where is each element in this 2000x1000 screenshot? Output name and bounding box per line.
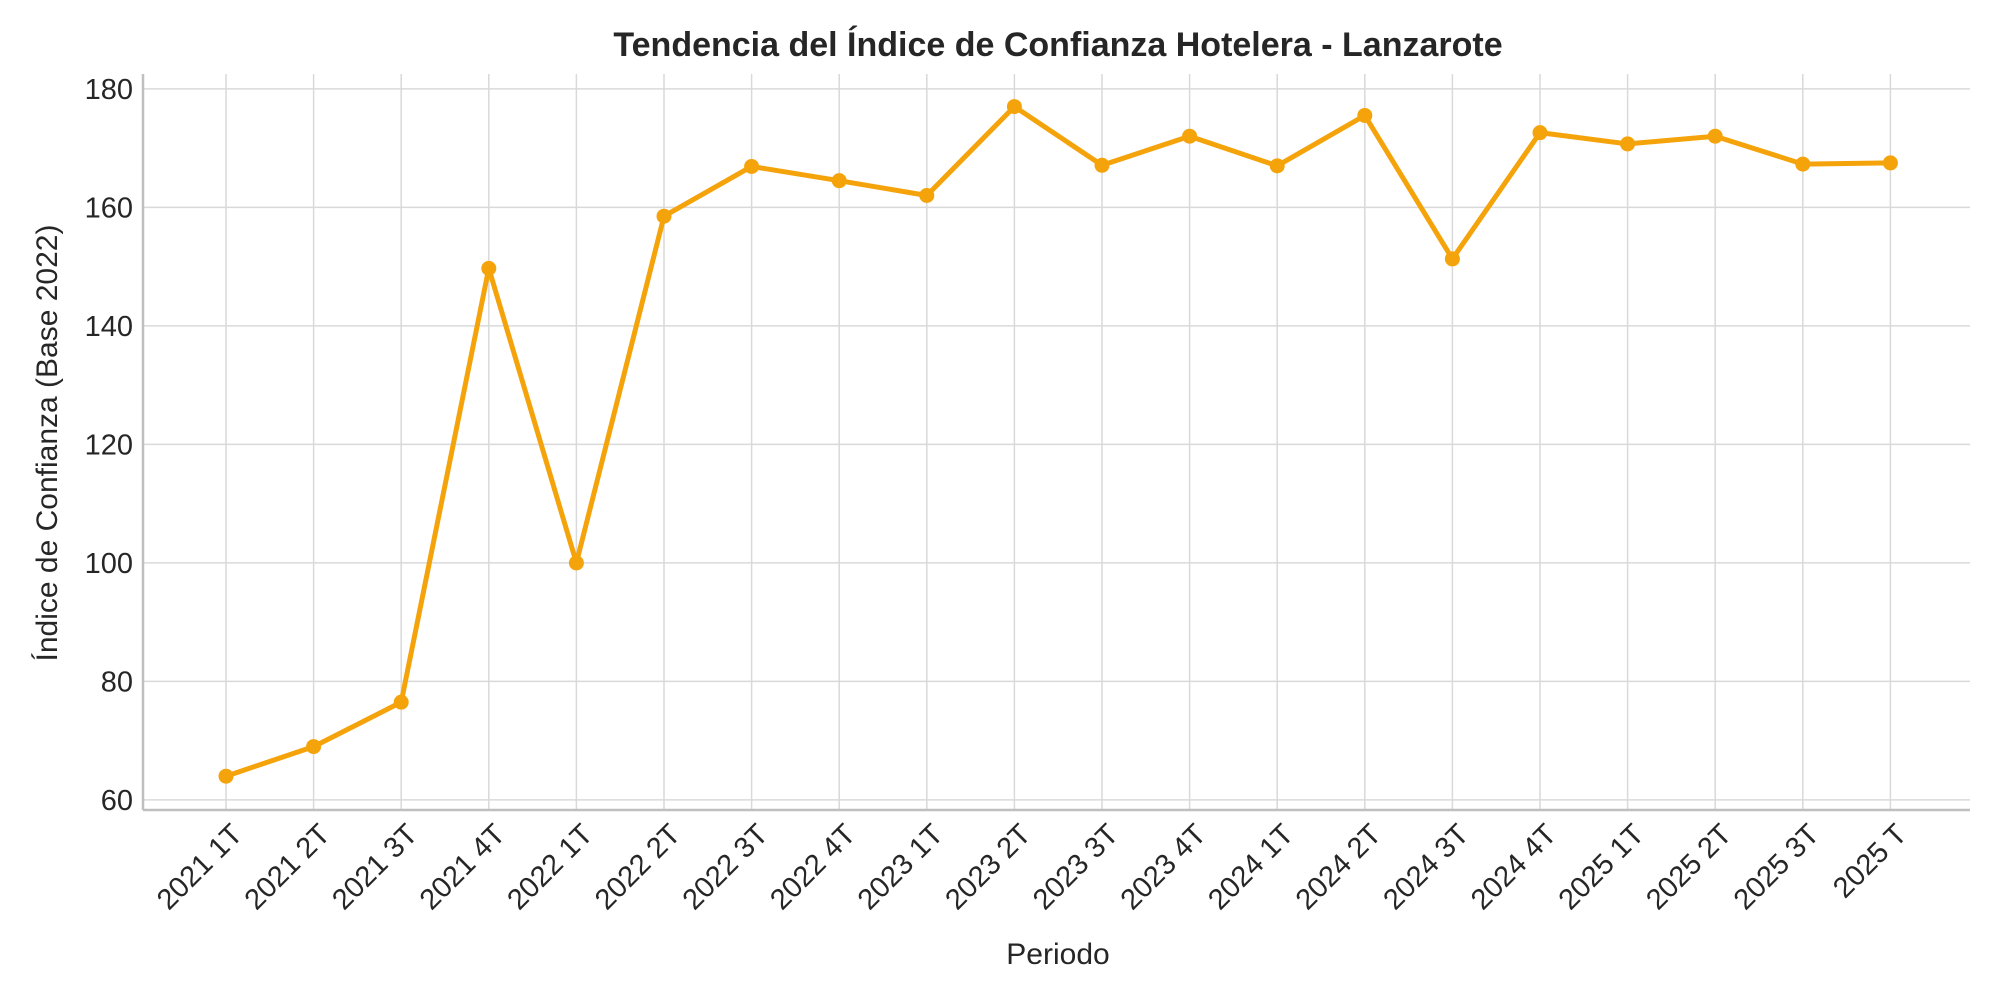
data-point [1444, 251, 1460, 267]
data-point [656, 208, 672, 224]
y-axis-label: Índice de Confianza (Base 2022) [31, 225, 64, 662]
y-tick-label: 180 [85, 74, 133, 106]
data-point [568, 555, 584, 571]
series-line [223, 104, 1893, 779]
x-tick-label: 2022 3T [677, 818, 775, 916]
axes-spines [141, 74, 1970, 812]
data-point [744, 158, 760, 174]
data-point [481, 260, 497, 276]
data-point [1620, 136, 1636, 152]
data-point [1006, 99, 1022, 115]
y-tick-label: 140 [85, 311, 133, 343]
x-tick-label: 2025 2T [1640, 818, 1738, 916]
x-tick-label: 2024 4T [1465, 818, 1563, 916]
data-point [218, 768, 234, 784]
data-point [919, 187, 935, 203]
data-point [1269, 158, 1285, 174]
x-tick-label: 2023 2T [939, 818, 1037, 916]
x-tick-label: 2025 3T [1728, 818, 1826, 916]
data-point [1532, 125, 1548, 141]
x-tick-label: 2022 2T [589, 818, 687, 916]
x-tick-label: 2021 3T [326, 818, 424, 916]
data-point [831, 173, 847, 189]
x-tick-label: 2025 T [1827, 818, 1913, 904]
data-point [393, 694, 409, 710]
x-tick-label: 2022 4T [764, 818, 862, 916]
x-tick-label: 2021 1T [151, 818, 249, 916]
data-point [1707, 128, 1723, 144]
x-tick-label: 2021 2T [239, 818, 337, 916]
x-tick-label: 2022 1T [501, 818, 599, 916]
data-point [1882, 155, 1898, 171]
x-tick-label: 2023 1T [852, 818, 950, 916]
y-tick-labels: 60 80 100 120 140 160 180 [85, 74, 133, 817]
series [218, 99, 1898, 784]
x-tick-label: 2024 2T [1290, 818, 1388, 916]
x-tick-label: 2021 4T [414, 818, 512, 916]
y-tick-label: 80 [101, 666, 133, 698]
y-tick-label: 160 [85, 192, 133, 224]
x-tick-label: 2025 1T [1553, 818, 1651, 916]
x-tick-label: 2023 4T [1115, 818, 1213, 916]
y-tick-label: 100 [85, 548, 133, 580]
y-tick-label: 60 [101, 785, 133, 817]
data-point [1094, 157, 1110, 173]
x-tick-label: 2023 3T [1027, 818, 1125, 916]
grid [143, 74, 1970, 810]
x-tick-label: 2024 1T [1202, 818, 1300, 916]
x-tick-label: 2024 3T [1377, 818, 1475, 916]
data-point [1795, 156, 1811, 172]
chart-title: Tendencia del Índice de Confianza Hotele… [613, 26, 1502, 64]
data-point [1357, 107, 1373, 123]
data-point [1182, 128, 1198, 144]
x-axis-label: Periodo [1006, 938, 1109, 971]
y-tick-label: 120 [85, 429, 133, 461]
data-point [306, 739, 322, 755]
